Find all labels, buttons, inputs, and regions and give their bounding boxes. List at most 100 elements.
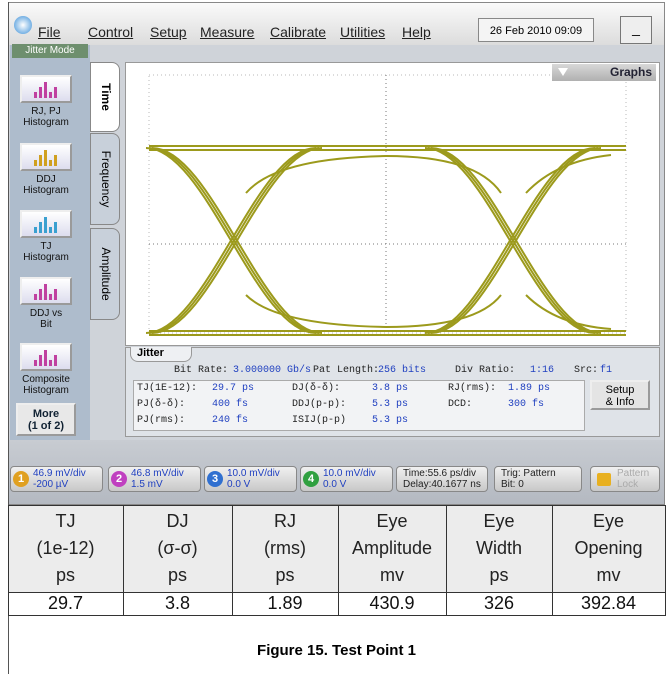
menu-item[interactable]: Calibrate [270,24,326,40]
setting-value: 1:16 [530,365,554,376]
setting-label: Bit Rate: [174,365,228,376]
tab[interactable]: Amplitude [90,228,120,320]
eye-diagram [126,63,661,347]
header-cell: (1e-12) [8,538,123,559]
tab[interactable]: Frequency [90,133,120,225]
icon-bar [44,82,47,98]
setup-button[interactable]: Setup& Info [590,380,650,410]
header-cell: DJ [123,511,232,532]
icon-bar [39,222,42,233]
measure-value: 5.3 ps [372,399,408,410]
tab[interactable]: Time [90,62,120,132]
channel-number: 3 [207,471,223,487]
icon-bar [49,160,52,166]
trigger-label: Trig: Pattern [501,468,556,479]
header-cell: (rms) [232,538,338,559]
histogram-button[interactable] [20,75,72,103]
button-label: TJ [12,241,80,252]
lock-label: Lock [617,479,638,490]
icon-bar [39,87,42,98]
header-cell: ps [446,565,552,586]
histogram-button[interactable] [20,143,72,171]
icon-bar [34,227,37,233]
icon-bar [54,355,57,366]
menu-item[interactable]: Control [88,24,133,40]
menu-item[interactable]: File [38,24,61,40]
header-cell: Eye [338,511,446,532]
channel-scale: 10.0 mV/div [323,468,376,479]
button-label: RJ, PJ [12,106,80,117]
button-label: Histogram [12,252,80,263]
button-label: DDJ [12,174,80,185]
graphs-arrow [558,68,568,76]
trace [146,148,316,333]
jitter-title: Jitter [137,347,164,359]
histogram-button[interactable] [20,343,72,371]
trace [246,156,501,193]
time-label: Time:55.6 ps/div [403,468,476,479]
trace [431,148,601,333]
plot-area [125,62,660,346]
icon-bar [34,294,37,300]
minimize-button[interactable]: _ [620,16,652,44]
table-cell: 392.84 [552,593,665,614]
header-cell: ps [123,565,232,586]
button-label: Histogram [12,117,80,128]
header-cell: mv [552,565,665,586]
header-cell: RJ [232,511,338,532]
channel-number: 4 [303,471,319,487]
header-cell: Width [446,538,552,559]
eye-traces [146,146,626,335]
trace [425,148,595,333]
setup-label: Setup [592,384,648,396]
measure-label: RJ(rms): [448,383,496,394]
histogram-button[interactable] [20,277,72,305]
channel-number: 2 [111,471,127,487]
graphs-button[interactable]: Graphs [552,64,656,81]
table-rule [665,505,666,616]
channel-scale: 46.8 mV/div [131,468,184,479]
more-button[interactable]: More(1 of 2) [16,403,76,436]
icon-bar [44,217,47,233]
caption: Figure 15. Test Point 1 [8,642,665,659]
measure-value: 300 fs [508,399,544,410]
measure-label: DDJ(p-p): [292,399,346,410]
button-label: Composite [12,374,80,385]
table-cell: 3.8 [123,593,232,614]
button-label: Bit [12,319,80,330]
measure-value: 1.89 ps [508,383,550,394]
measure-value: 240 fs [212,415,248,426]
menu-icon [14,16,32,34]
menu-item[interactable]: Measure [200,24,254,40]
menu-item[interactable]: Setup [150,24,187,40]
measure-label: TJ(1E-12): [137,383,197,394]
measure-value: 29.7 ps [212,383,254,394]
tab-label: Time [99,52,113,142]
histogram-button[interactable] [20,210,72,238]
menu-item[interactable]: Utilities [340,24,385,40]
jitter-tab: Jitter [130,347,192,362]
channel-offset: 0.0 V [227,479,250,490]
icon-bar [54,222,57,233]
table-rule [8,615,665,616]
setting-label: Pat Length: [313,365,379,376]
icon-bar [49,360,52,366]
icon-bar [54,155,57,166]
button-label: Histogram [12,185,80,196]
menu-item[interactable]: Help [402,24,431,40]
measure-value: 400 fs [212,399,248,410]
header-cell: Eye [446,511,552,532]
table-cell: 326 [446,593,552,614]
trace [149,148,319,333]
measure-label: DCD: [448,399,472,410]
icon-bar [39,289,42,300]
time-label: Delay:40.1677 ns [403,479,481,490]
icon-bar [34,160,37,166]
